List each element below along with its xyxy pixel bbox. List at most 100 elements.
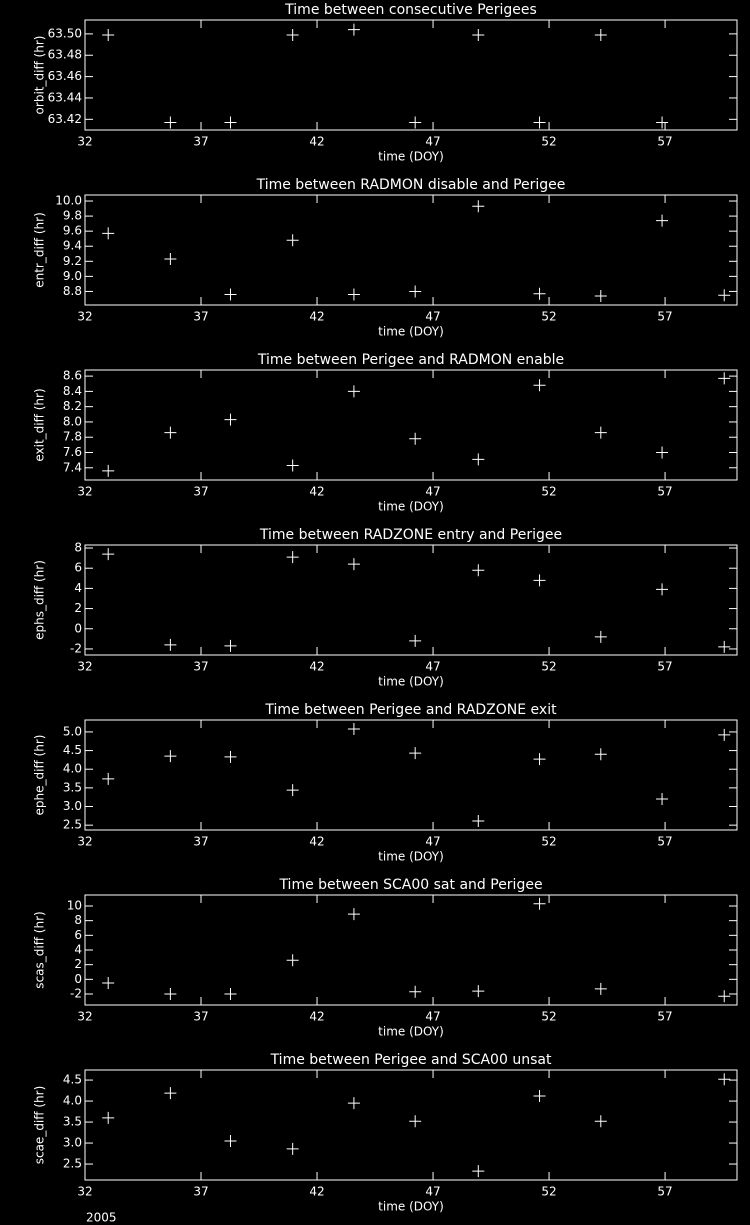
y-tick-label: 4.0 xyxy=(63,1094,82,1108)
point xyxy=(164,750,177,763)
y-tick-label: 3.0 xyxy=(63,1136,82,1150)
y-axis-label: ephe_diff (hr) xyxy=(33,735,47,816)
x-tick-label: 47 xyxy=(425,310,440,324)
x-tick-label: 32 xyxy=(77,1185,92,1199)
point xyxy=(533,287,546,300)
x-tick-label: 47 xyxy=(425,485,440,499)
point xyxy=(656,583,669,596)
point xyxy=(718,640,731,653)
point xyxy=(347,908,360,921)
point xyxy=(656,446,669,459)
point xyxy=(409,985,422,998)
point xyxy=(718,372,731,385)
y-tick-label: -2 xyxy=(70,987,82,1001)
y-tick-label: 3.0 xyxy=(63,799,82,813)
point xyxy=(533,379,546,392)
y-tick-label: 6 xyxy=(74,561,82,575)
y-tick-label: 2 xyxy=(74,601,82,615)
y-tick-label: 4.5 xyxy=(63,743,82,757)
point xyxy=(224,1134,237,1147)
point xyxy=(224,988,237,1000)
point xyxy=(409,634,422,647)
point xyxy=(656,116,669,129)
point xyxy=(718,289,731,302)
x-axis-label: time (DOY) xyxy=(378,500,444,514)
x-tick-label: 37 xyxy=(193,1010,208,1024)
x-tick-label: 52 xyxy=(541,310,556,324)
x-tick-label: 57 xyxy=(657,310,672,324)
point xyxy=(347,1097,360,1110)
plot-frame xyxy=(84,544,738,656)
y-tick-label: 8.2 xyxy=(63,399,82,413)
y-tick-label: 9.2 xyxy=(63,254,82,268)
point xyxy=(472,28,485,41)
y-tick-label: 8.4 xyxy=(63,384,82,398)
point xyxy=(347,722,360,735)
point xyxy=(594,426,607,439)
x-axis-label: time (DOY) xyxy=(378,1200,444,1214)
point xyxy=(164,253,177,266)
point xyxy=(286,459,299,472)
x-axis-label: time (DOY) xyxy=(378,150,444,164)
point xyxy=(718,990,731,1003)
x-tick-label: 37 xyxy=(193,310,208,324)
y-axis-label: scas_diff (hr) xyxy=(33,911,47,988)
y-tick-label: 63.42 xyxy=(48,112,82,126)
x-tick-label: 52 xyxy=(541,1185,556,1199)
x-tick-label: 37 xyxy=(193,835,208,849)
year-label: 2005 xyxy=(86,1211,117,1225)
point xyxy=(594,630,607,643)
x-tick-label: 57 xyxy=(657,135,672,149)
y-axis-label: scae_diff (hr) xyxy=(33,1086,47,1165)
point xyxy=(286,28,299,41)
point xyxy=(533,116,546,129)
point xyxy=(164,1087,177,1100)
x-tick-label: 52 xyxy=(541,485,556,499)
x-tick-label: 52 xyxy=(541,660,556,674)
x-tick-label: 47 xyxy=(425,1010,440,1024)
point xyxy=(164,116,177,129)
x-tick-label: 47 xyxy=(425,835,440,849)
x-tick-label: 47 xyxy=(425,135,440,149)
y-tick-label: 3.5 xyxy=(63,780,82,794)
point xyxy=(472,985,485,998)
y-tick-label: 7.4 xyxy=(63,460,82,474)
point xyxy=(347,558,360,571)
plot-frame xyxy=(84,19,738,131)
point xyxy=(224,413,237,426)
x-axis-label: time (DOY) xyxy=(378,850,444,864)
y-tick-label: 6 xyxy=(74,928,82,942)
x-tick-label: 32 xyxy=(77,310,92,324)
point xyxy=(718,728,731,741)
point xyxy=(472,453,485,466)
point xyxy=(409,432,422,445)
x-tick-label: 32 xyxy=(77,1010,92,1024)
point xyxy=(347,288,360,301)
x-tick-label: 57 xyxy=(657,1010,672,1024)
y-tick-label: 8.6 xyxy=(63,369,82,383)
point xyxy=(533,753,546,766)
point xyxy=(164,426,177,439)
point xyxy=(533,897,546,910)
y-tick-label: 0 xyxy=(74,972,82,986)
x-tick-label: 37 xyxy=(193,660,208,674)
x-tick-label: 42 xyxy=(309,485,324,499)
y-axis-label: orbit_diff (hr) xyxy=(33,36,47,115)
point xyxy=(472,815,485,828)
y-axis-label: exit_diff (hr) xyxy=(33,388,47,461)
y-tick-label: 8.8 xyxy=(63,284,82,298)
point xyxy=(472,200,485,213)
x-tick-label: 32 xyxy=(77,835,92,849)
point xyxy=(656,214,669,227)
chart-title: Time between Perigee and RADMON enable xyxy=(257,352,564,368)
x-tick-label: 57 xyxy=(657,485,672,499)
x-tick-label: 42 xyxy=(309,135,324,149)
point xyxy=(102,772,115,785)
y-axis-label: entr_diff (hr) xyxy=(33,212,47,288)
point xyxy=(594,28,607,41)
plot-frame xyxy=(84,719,738,831)
x-tick-label: 57 xyxy=(657,835,672,849)
point xyxy=(224,750,237,763)
x-tick-label: 52 xyxy=(541,1010,556,1024)
